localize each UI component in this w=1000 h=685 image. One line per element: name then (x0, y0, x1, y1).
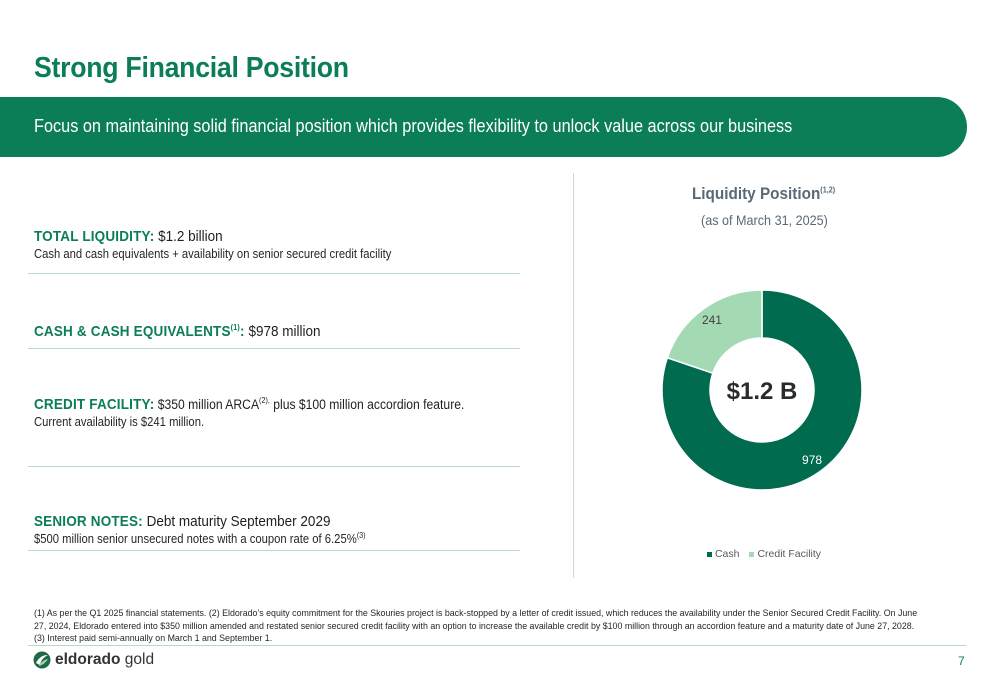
cash-label: CASH & CASH EQUIVALENTS (34, 323, 231, 340)
senior-notes-section: SENIOR NOTES: Debt maturity September 20… (34, 513, 402, 546)
credit-facility-footnote-ref: (2), (259, 396, 270, 405)
donut-slice-credit-facility (666, 289, 763, 375)
cash-heading: CASH & CASH EQUIVALENTS(1): $978 million (34, 323, 320, 340)
chart-subtitle: (as of March 31, 2025) (574, 212, 954, 228)
chart-title-text: Liquidity Position (692, 184, 821, 203)
subtitle-banner: Focus on maintaining solid financial pos… (0, 97, 967, 157)
cash-label-colon: : (240, 323, 245, 340)
senior-notes-heading: SENIOR NOTES: Debt maturity September 20… (34, 513, 366, 530)
donut-slice-cash (661, 289, 863, 491)
credit-facility-value: $350 million ARCA (154, 397, 260, 412)
legend-label: Credit Facility (757, 548, 822, 560)
credit-facility-label: CREDIT FACILITY: (34, 396, 155, 413)
section-divider (28, 273, 520, 274)
legend-item-cash: Cash (706, 548, 740, 560)
cash-section: CASH & CASH EQUIVALENTS(1): $978 million (34, 323, 352, 340)
legend-swatch (706, 551, 712, 557)
donut-center-label: $1.2 B (727, 378, 798, 405)
credit-facility-section: CREDIT FACILITY: $350 million ARCA(2), p… (34, 396, 512, 429)
logo-wordmark: eldorado gold (55, 651, 154, 669)
logo-text-bold: eldorado (55, 651, 121, 668)
section-divider (28, 550, 520, 551)
cash-value: $978 million (244, 323, 321, 340)
senior-notes-value: Debt maturity September 2029 (142, 513, 331, 530)
chart-title-footnote-ref: (1,2) (820, 185, 836, 195)
total-liquidity-heading: TOTAL LIQUIDITY: $1.2 billion (34, 228, 391, 245)
data-label-cash: 978 (802, 453, 822, 467)
cash-footnote-ref: (1) (230, 323, 241, 332)
legend-swatch (749, 551, 755, 557)
eldorado-gold-logo-icon (33, 651, 51, 669)
logo-text-light: gold (120, 651, 155, 668)
legend-item-credit-facility: Credit Facility (749, 548, 821, 560)
total-liquidity-description: Cash and cash equivalents + availability… (34, 247, 392, 261)
banner-text: Focus on maintaining solid financial pos… (34, 115, 793, 136)
liquidity-donut-chart: 978 241 $1.2 B (661, 289, 863, 491)
senior-notes-label: SENIOR NOTES: (34, 513, 143, 530)
credit-facility-heading: CREDIT FACILITY: $350 million ARCA(2), p… (34, 396, 464, 413)
total-liquidity-value: $1.2 billion (154, 228, 223, 245)
senior-notes-description-text: $500 million senior unsecured notes with… (34, 532, 357, 546)
chart-title: Liquidity Position(1,2) (574, 184, 954, 204)
footnote: (1) As per the Q1 2025 financial stateme… (34, 608, 918, 644)
total-liquidity-section: TOTAL LIQUIDITY: $1.2 billion Cash and c… (34, 228, 431, 261)
page-title: Strong Financial Position (34, 52, 349, 84)
company-logo: eldorado gold (33, 651, 154, 669)
section-divider (28, 466, 520, 467)
legend-label: Cash (714, 548, 740, 560)
senior-notes-footnote-ref: (3) (356, 530, 366, 540)
chart-subtitle-text: (as of March 31, 2025) (700, 212, 828, 228)
footer-divider (28, 645, 966, 646)
senior-notes-description: $500 million senior unsecured notes with… (34, 530, 366, 546)
credit-facility-accordion: plus $100 million accordion feature. (269, 397, 465, 412)
section-divider (28, 348, 520, 349)
total-liquidity-label: TOTAL LIQUIDITY: (34, 228, 155, 245)
chart-legend: Cash Credit Facility (574, 548, 954, 560)
credit-facility-availability: Current availability is $241 million. (34, 415, 205, 429)
column-divider (573, 173, 574, 578)
page-number: 7 (958, 654, 965, 668)
data-label-credit-facility: 241 (702, 313, 722, 327)
